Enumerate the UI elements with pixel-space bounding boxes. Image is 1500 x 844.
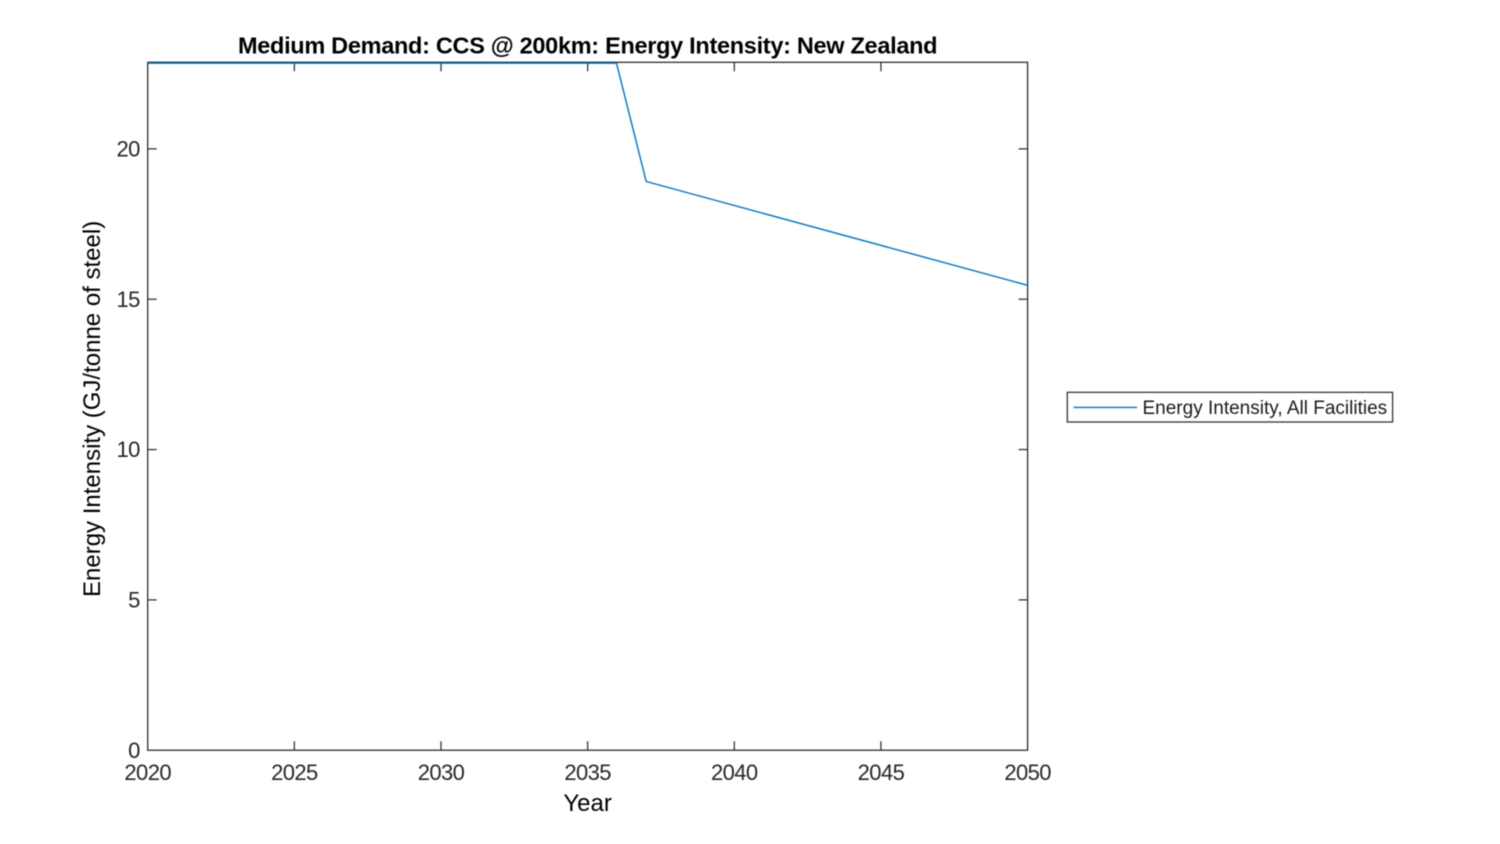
svg-text:15: 15: [117, 287, 141, 312]
svg-text:20: 20: [117, 137, 141, 162]
svg-text:Energy Intensity, All Faciliti: Energy Intensity, All Facilities: [1143, 398, 1388, 419]
svg-text:2040: 2040: [711, 760, 758, 785]
svg-text:Energy Intensity (GJ/tonne of: Energy Intensity (GJ/tonne of steel): [79, 221, 106, 597]
svg-text:2045: 2045: [858, 760, 905, 785]
svg-text:2030: 2030: [418, 760, 465, 785]
svg-text:2025: 2025: [271, 760, 318, 785]
svg-text:0: 0: [128, 738, 140, 763]
svg-text:2035: 2035: [564, 760, 611, 785]
svg-text:10: 10: [117, 437, 141, 462]
svg-text:2050: 2050: [1004, 760, 1051, 785]
svg-text:Medium Demand: CCS @ 200km: En: Medium Demand: CCS @ 200km: Energy Inten…: [238, 32, 937, 58]
svg-text:5: 5: [128, 588, 140, 613]
svg-text:Year: Year: [563, 790, 612, 817]
svg-text:2020: 2020: [124, 760, 171, 785]
